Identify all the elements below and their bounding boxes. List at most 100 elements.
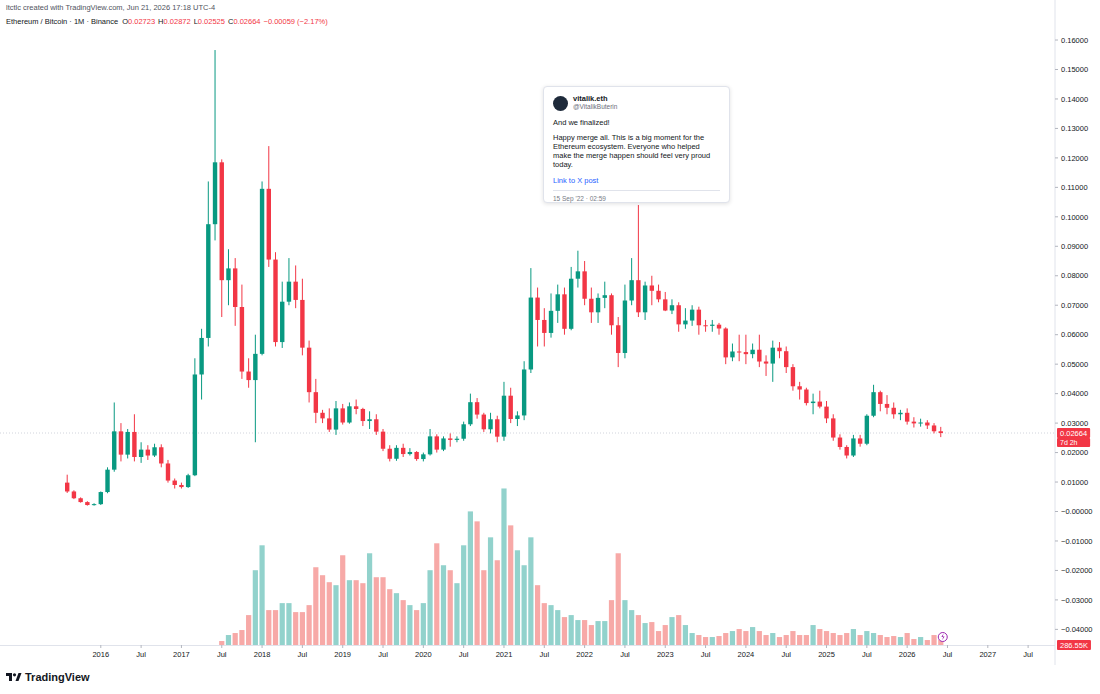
candle-body — [838, 438, 842, 447]
candle-body — [341, 408, 345, 422]
volume-bar — [589, 625, 594, 645]
candle-body — [656, 291, 660, 300]
candle-body — [609, 295, 613, 325]
volume-bar — [401, 600, 406, 645]
y-tick-label: −0.00000 — [1061, 507, 1093, 516]
candle-body — [112, 431, 116, 469]
candle-body — [347, 406, 351, 422]
volume-bar — [723, 633, 728, 645]
candle-body — [676, 305, 680, 324]
y-tick-label: −0.03000 — [1061, 596, 1093, 605]
candle-wick — [799, 382, 800, 400]
candle-body — [582, 271, 586, 298]
volume-bar — [797, 635, 802, 645]
x-tick-label: 2024 — [738, 650, 755, 659]
y-tick — [1055, 540, 1058, 541]
volume-bar — [488, 537, 493, 645]
candle-body — [804, 390, 808, 404]
volume-bar — [387, 589, 392, 645]
volume-bar — [85, 645, 90, 646]
volume-bar — [656, 631, 661, 645]
candle-body — [643, 285, 647, 312]
last-price-tag: 0.026647d 2h — [1057, 428, 1090, 447]
candle-wick — [712, 320, 713, 332]
volume-bar — [91, 645, 96, 646]
candle-body — [683, 321, 687, 325]
candle-body — [871, 392, 875, 416]
volume-bar — [609, 600, 614, 645]
volume-bar — [837, 635, 842, 645]
logo-part — [9, 673, 12, 681]
candle-body — [757, 350, 761, 362]
body: Happy merge all. This is a big moment fo… — [553, 133, 720, 169]
candle-body — [898, 413, 902, 414]
volume-bar — [622, 600, 627, 645]
volume-bar — [569, 615, 574, 645]
candle-body — [206, 224, 210, 338]
volume-bar — [716, 636, 721, 645]
volume-bar — [562, 617, 567, 645]
event-icon-bolt — [941, 634, 944, 641]
candle-body — [844, 447, 848, 456]
candle-body — [885, 404, 889, 408]
candle-body — [717, 325, 721, 329]
volume-bar — [931, 635, 936, 645]
volume-bar — [414, 610, 419, 645]
volume-bar — [703, 637, 708, 645]
volume-bar — [878, 635, 883, 645]
volume-bar — [696, 635, 701, 645]
y-tick-label: 0.04000 — [1061, 389, 1088, 398]
candle-body — [152, 447, 156, 455]
y-tick — [1055, 187, 1058, 188]
candle-body — [697, 310, 701, 326]
y-tick — [1055, 69, 1058, 70]
x-tick — [705, 645, 706, 648]
x-tick-label: Jul — [620, 650, 630, 659]
candle-body — [260, 189, 264, 354]
candle-body — [629, 280, 633, 300]
x-tick — [503, 645, 504, 648]
candle-body — [549, 311, 553, 333]
candle-body — [650, 285, 654, 290]
volume-bar — [347, 580, 352, 645]
volume-bar — [542, 603, 547, 645]
volume-bar — [784, 635, 789, 645]
y-tick — [1055, 599, 1058, 600]
candle-body — [925, 423, 929, 426]
y-tick-label: 0.09000 — [1061, 242, 1088, 251]
candle-body — [354, 406, 358, 409]
candle-body — [186, 475, 190, 487]
brand-name: TradingView — [25, 671, 90, 683]
volume-bar — [629, 610, 634, 645]
x-tick — [665, 645, 666, 648]
volume-bar — [475, 521, 480, 645]
annotation-header: vitalik.eth@VitalikButerin — [553, 94, 720, 112]
y-tick-label: 0.12000 — [1061, 154, 1088, 163]
x-tick — [826, 645, 827, 648]
volume-bar — [98, 645, 103, 646]
x-tick — [624, 645, 625, 648]
volume-bar — [367, 553, 372, 645]
candle-body — [287, 282, 291, 302]
candle-body — [441, 438, 445, 449]
candle-wick — [900, 410, 901, 420]
volume-bar — [528, 537, 533, 645]
candle-body — [670, 305, 674, 310]
author-block: vitalik.eth@VitalikButerin — [573, 95, 617, 111]
volume-bar — [548, 605, 553, 645]
volume-bar — [468, 511, 473, 645]
x-tick-label: Jul — [459, 650, 469, 659]
candle-body — [918, 423, 922, 424]
candle-body — [99, 492, 103, 504]
volume-bar — [159, 645, 164, 646]
x-tick-label: Jul — [540, 650, 550, 659]
candle-body — [744, 352, 748, 354]
volume-bar — [636, 615, 641, 645]
volume-bar — [118, 645, 123, 646]
candle-body — [851, 438, 855, 455]
post-link[interactable]: Link to X post — [553, 176, 720, 185]
volume-bar — [333, 585, 338, 645]
volume-bar — [461, 545, 466, 645]
candle-body — [878, 392, 882, 404]
y-tick — [1055, 334, 1058, 335]
